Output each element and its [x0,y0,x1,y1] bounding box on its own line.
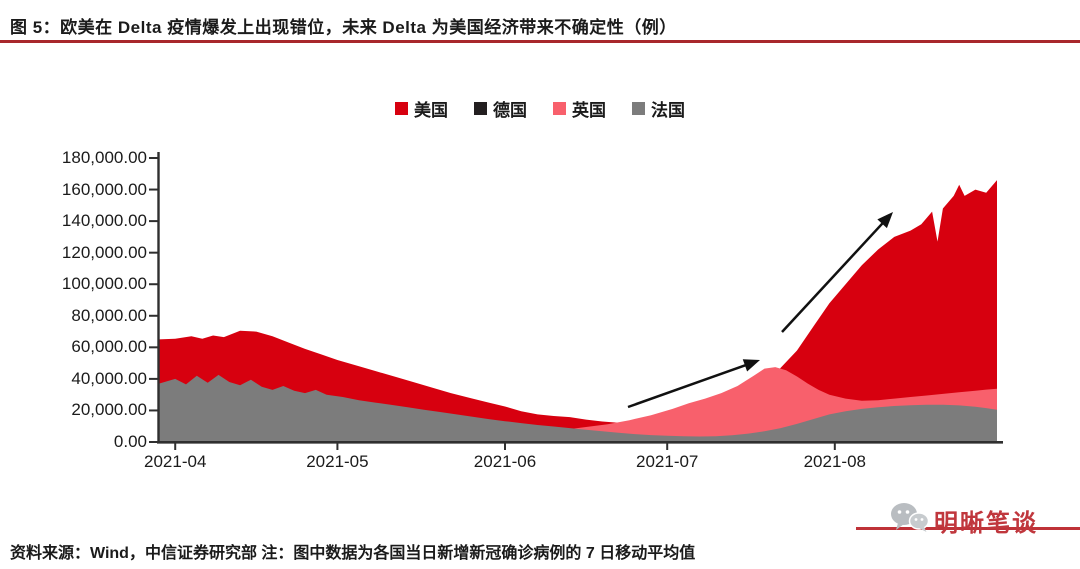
y-tick-label: 80,000.00 [71,305,147,325]
x-tick-label: 2021-08 [803,452,866,471]
area-series-3 [159,374,997,442]
legend-swatch-uk [553,102,566,115]
figure-title: 图 5：欧美在 Delta 疫情爆发上出现错位，未来 Delta 为美国经济带来… [10,18,677,37]
watermark-text: 明晰笔谈 [934,510,1038,537]
legend-label-us: 美国 [414,101,448,120]
y-tick-label: 180,000.00 [61,148,147,167]
legend-swatch-germany [474,102,487,115]
legend-item-us: 美国 [395,96,448,121]
legend-label-uk: 英国 [572,101,606,120]
legend-label-france: 法国 [651,101,685,120]
y-tick-label: 60,000.00 [71,337,147,357]
source-note: 资料来源：Wind，中信证券研究部 注：图中数据为各国当日新增新冠确诊病例的 7… [10,545,696,562]
legend-swatch-us [395,102,408,115]
wechat-bubbles-icon [891,503,930,532]
y-tick-label: 140,000.00 [61,211,147,231]
legend-item-germany: 德国 [474,96,527,121]
x-tick-label: 2021-06 [473,452,537,471]
x-tick-label: 2021-04 [144,452,207,471]
legend-label-germany: 德国 [493,101,527,120]
trend-arrow-head [877,212,893,229]
chart-legend: 美国 德国 英国 法国 [0,96,1080,121]
watermark-line [856,527,1080,530]
legend-swatch-france [632,102,645,115]
x-tick-label: 2021-07 [636,452,699,471]
y-tick-label: 40,000.00 [71,368,147,388]
watermark: 明晰笔谈 [856,498,1080,542]
title-underline [0,40,1080,43]
y-tick-label: 120,000.00 [61,242,147,262]
y-tick-label: 160,000.00 [61,179,147,199]
trend-arrow-head [742,359,760,372]
y-tick-label: 0.00 [113,432,147,451]
y-tick-label: 20,000.00 [71,400,147,420]
trend-arrow-line [781,219,886,333]
legend-item-france: 法国 [632,96,685,121]
area-series-2 [159,367,997,442]
trend-arrow-line [627,362,750,409]
y-tick-label: 100,000.00 [61,274,147,294]
legend-item-uk: 英国 [553,96,606,121]
x-tick-label: 2021-05 [306,452,369,471]
